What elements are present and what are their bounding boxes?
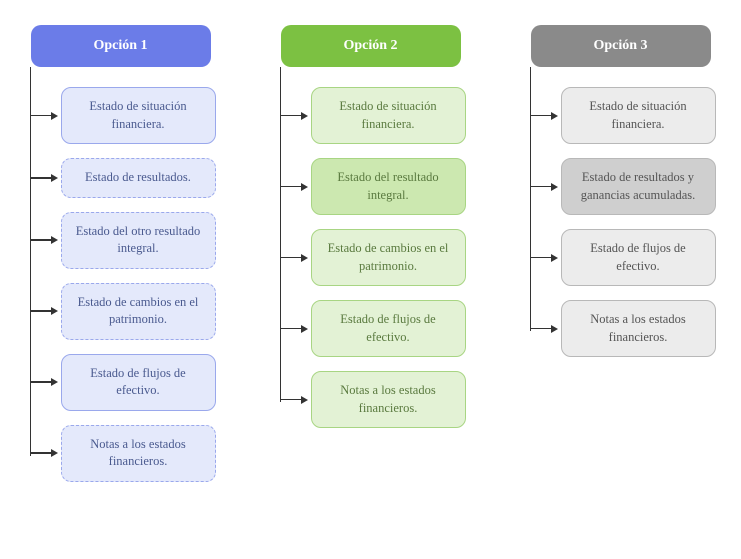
connector-arrow bbox=[531, 112, 558, 120]
connector-vertical bbox=[30, 67, 32, 456]
connector-arrow bbox=[281, 112, 308, 120]
connector-arrow bbox=[31, 378, 58, 386]
connector-arrow bbox=[281, 325, 308, 333]
column-3: Opción 3Estado de situación financiera.E… bbox=[526, 25, 716, 371]
diagram-root: Opción 1Estado de situación financiera.E… bbox=[18, 25, 723, 496]
items-container: Estado de situación financiera. Estado de… bbox=[526, 87, 716, 371]
flow-item: Notas a los estados financieros. bbox=[61, 425, 216, 482]
column-header: Opción 2 bbox=[281, 25, 461, 67]
flow-item: Estado de situación financiera. bbox=[561, 87, 716, 144]
connector-arrow bbox=[531, 325, 558, 333]
connector-arrow bbox=[31, 307, 58, 315]
flow-item: Estado de flujos de efectivo. bbox=[311, 300, 466, 357]
flow-item: Estado del otro resultado integral. bbox=[61, 212, 216, 269]
connector-arrow bbox=[31, 112, 58, 120]
item-label: Estado de situación financiera. bbox=[339, 99, 436, 131]
flow-item: Estado de resultados y ganancias acumula… bbox=[561, 158, 716, 215]
item-label: Estado de flujos de efectivo. bbox=[90, 366, 185, 398]
flow-item: Estado de resultados. bbox=[61, 158, 216, 198]
item-label: Estado de situación financiera. bbox=[589, 99, 686, 131]
item-label: Estado de cambios en el patrimonio. bbox=[328, 241, 449, 273]
flow-item: Estado de cambios en el patrimonio. bbox=[311, 229, 466, 286]
column-1: Opción 1Estado de situación financiera.E… bbox=[26, 25, 216, 496]
item-label: Estado de resultados. bbox=[85, 170, 191, 184]
flow-item: Estado de situación financiera. bbox=[61, 87, 216, 144]
connector-vertical bbox=[530, 67, 532, 331]
item-label: Estado de cambios en el patrimonio. bbox=[78, 295, 199, 327]
connector-arrow bbox=[31, 236, 58, 244]
item-label: Estado del otro resultado integral. bbox=[76, 224, 201, 256]
flow-item: Estado de flujos de efectivo. bbox=[561, 229, 716, 286]
item-label: Estado del resultado integral. bbox=[337, 170, 438, 202]
column-header: Opción 1 bbox=[31, 25, 211, 67]
item-label: Estado de situación financiera. bbox=[89, 99, 186, 131]
item-label: Notas a los estados financieros. bbox=[590, 312, 685, 344]
column-2: Opción 2Estado de situación financiera.E… bbox=[276, 25, 466, 442]
connector-arrow bbox=[281, 396, 308, 404]
connector-arrow bbox=[281, 183, 308, 191]
connector-arrow bbox=[531, 254, 558, 262]
connector-arrow bbox=[281, 254, 308, 262]
item-label: Notas a los estados financieros. bbox=[90, 437, 185, 469]
column-header: Opción 3 bbox=[531, 25, 711, 67]
connector-arrow bbox=[31, 174, 58, 182]
flow-item: Notas a los estados financieros. bbox=[561, 300, 716, 357]
items-container: Estado de situación financiera. Estado de… bbox=[26, 87, 216, 496]
item-label: Estado de flujos de efectivo. bbox=[340, 312, 435, 344]
flow-item: Estado del resultado integral. bbox=[311, 158, 466, 215]
item-label: Estado de flujos de efectivo. bbox=[590, 241, 685, 273]
flow-item: Estado de flujos de efectivo. bbox=[61, 354, 216, 411]
items-container: Estado de situación financiera. Estado de… bbox=[276, 87, 466, 442]
connector-arrow bbox=[531, 183, 558, 191]
flow-item: Estado de cambios en el patrimonio. bbox=[61, 283, 216, 340]
connector-arrow bbox=[31, 449, 58, 457]
flow-item: Estado de situación financiera. bbox=[311, 87, 466, 144]
item-label: Notas a los estados financieros. bbox=[340, 383, 435, 415]
item-label: Estado de resultados y ganancias acumula… bbox=[581, 170, 696, 202]
flow-item: Notas a los estados financieros. bbox=[311, 371, 466, 428]
